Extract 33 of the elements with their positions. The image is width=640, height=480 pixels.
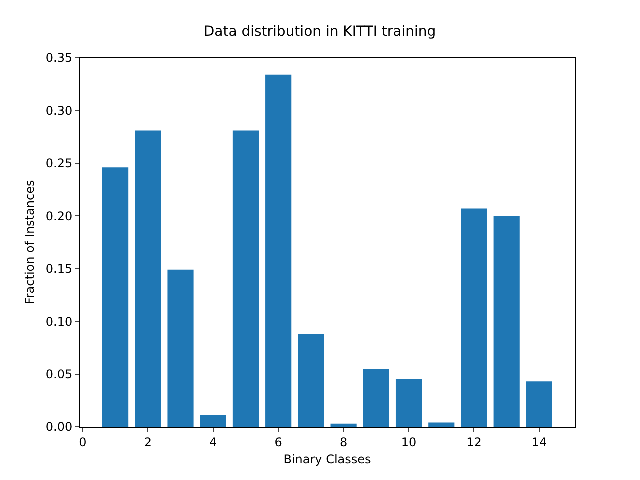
- x-tick-label: 0: [79, 435, 87, 450]
- bar: [200, 415, 226, 427]
- x-axis-title: Binary Classes: [284, 452, 372, 466]
- y-tick-label: 0.00: [46, 420, 73, 434]
- bar: [298, 334, 324, 427]
- y-tick-label: 0.05: [46, 367, 73, 382]
- y-axis-title: Fraction of Instances: [23, 180, 38, 305]
- x-tick-label: 2: [144, 435, 152, 450]
- bar: [266, 74, 292, 427]
- bar: [168, 270, 194, 427]
- y-tick-label: 0.25: [46, 156, 73, 171]
- bar: [396, 380, 422, 427]
- chart-title: Data distribution in KITTI training: [204, 24, 436, 40]
- x-tick-label: 6: [274, 435, 282, 450]
- x-tick-label: 12: [466, 435, 482, 450]
- y-tick-label: 0.20: [46, 209, 73, 224]
- bar: [232, 130, 260, 427]
- bar: [494, 216, 520, 427]
- y-tick-label: 0.30: [46, 104, 73, 118]
- bar: [102, 168, 129, 427]
- x-tick-label: 14: [532, 435, 548, 450]
- y-tick-label: 0.10: [46, 314, 73, 329]
- x-tick-label: 4: [210, 435, 218, 450]
- bar: [461, 208, 488, 427]
- x-tick-label: 8: [340, 435, 348, 450]
- y-tick-label: 0.35: [46, 51, 73, 66]
- bar: [363, 369, 390, 427]
- x-tick-label: 10: [401, 435, 417, 450]
- bar: [428, 422, 455, 427]
- bar: [526, 382, 552, 427]
- y-tick-label: 0.15: [46, 262, 73, 276]
- bar: [135, 130, 162, 427]
- bar: [330, 424, 357, 427]
